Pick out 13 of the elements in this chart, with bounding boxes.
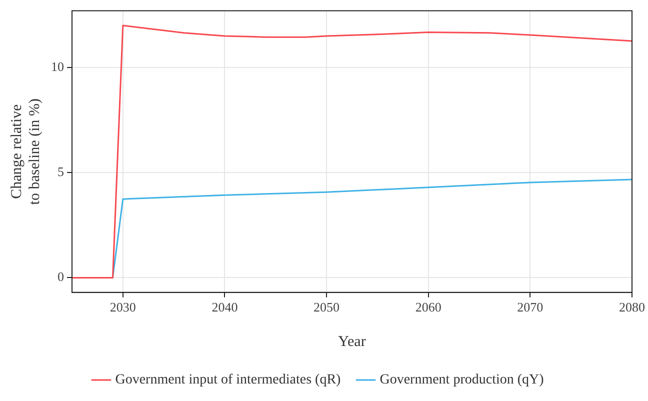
x-tick-label: 2060 bbox=[415, 300, 442, 315]
x-tick-label: 2050 bbox=[314, 300, 340, 315]
y-tick-label: 5 bbox=[58, 164, 64, 180]
x-tick-label: 2030 bbox=[110, 300, 136, 315]
x-axis-title: Year bbox=[338, 334, 366, 350]
x-tick-label: 2080 bbox=[619, 300, 645, 315]
x-tick-label: 2070 bbox=[517, 300, 544, 315]
legend-label: Government input of intermediates (qR) bbox=[115, 372, 342, 388]
y-axis-title: Change relative to baseline (in %) bbox=[8, 98, 43, 205]
x-tick-label: 2040 bbox=[212, 300, 238, 315]
y-tick-label: 0 bbox=[58, 269, 64, 284]
legend-label: Government production (qY) bbox=[380, 372, 544, 388]
y-tick-label: 10 bbox=[51, 58, 64, 74]
